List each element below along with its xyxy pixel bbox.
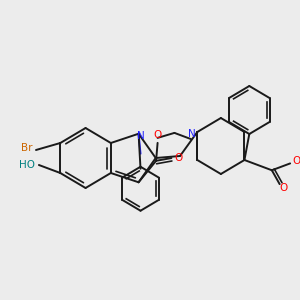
Text: O: O: [293, 156, 300, 167]
Text: O: O: [174, 153, 182, 163]
Text: N: N: [136, 131, 144, 141]
Text: Br: Br: [20, 143, 32, 153]
Text: O: O: [154, 130, 162, 140]
Text: N: N: [188, 129, 195, 139]
Text: O: O: [279, 183, 288, 193]
Text: HO: HO: [19, 160, 35, 170]
